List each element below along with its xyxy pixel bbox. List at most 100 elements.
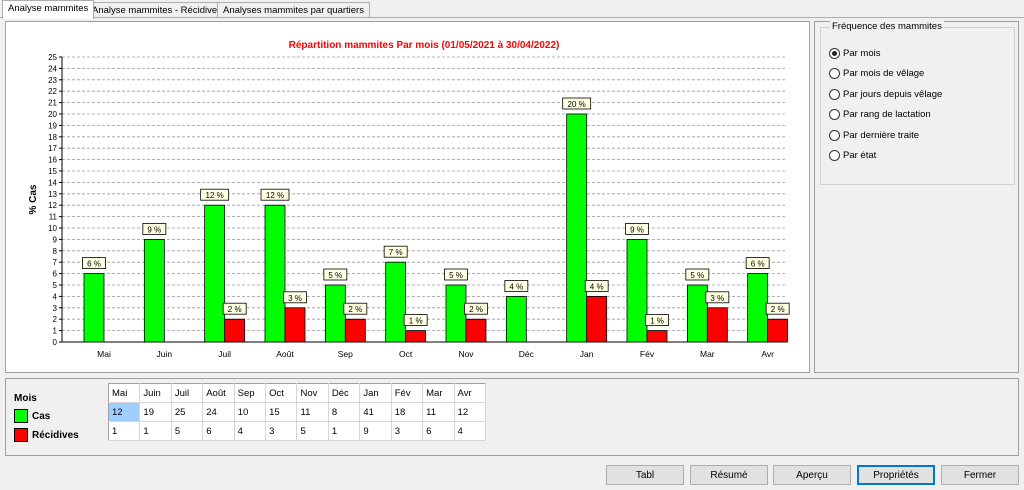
grid-cell[interactable]: 11 [296,402,329,422]
radio-par-mois[interactable]: Par mois [829,46,880,60]
y-tick-label: 8 [53,247,58,256]
tab-analyse-mammites-recidive[interactable]: Analyse mammites - Récidive [86,2,224,18]
grid-header-cell[interactable]: Août [202,383,235,403]
y-tick-label: 11 [49,213,58,222]
grid-row-cas: 12 19 25 24 10 15 11 8 41 18 11 12 [108,402,487,422]
bar-recidives [224,318,246,343]
y-tick-label: 3 [53,304,58,313]
grid-cell[interactable]: 6 [422,421,455,441]
y-tick-label: 9 [53,235,58,244]
grid-cell[interactable]: 18 [391,402,424,422]
grid-header-cell[interactable]: Juil [171,383,204,403]
proprietes-button[interactable]: Propriétés [857,465,935,485]
grid-cell[interactable]: 41 [359,402,392,422]
frequency-panel: Fréquence des mammites Par mois Par mois… [814,21,1019,373]
grid-header-cell[interactable]: Oct [265,383,298,403]
grid-cell[interactable]: 4 [454,421,487,441]
bar-cas [143,238,165,343]
data-label-box [504,279,529,292]
tabl-button[interactable]: Tabl [606,465,684,485]
grid-header-cell[interactable]: Sep [234,383,267,403]
frequency-groupbox: Fréquence des mammites Par mois Par mois… [820,21,1015,185]
radio-par-etat[interactable]: Par état [829,148,876,162]
tab-panel [0,17,1024,457]
radio-label: Par rang de lactation [843,108,931,120]
grid-cell[interactable]: 12 [454,402,487,422]
fermer-button[interactable]: Fermer [941,465,1019,485]
data-label: 2 % [771,305,785,314]
data-label-box [625,222,649,235]
grid-cell[interactable]: 5 [171,421,204,441]
grid-header-cell[interactable]: Mai [108,383,141,403]
data-label: 20 % [568,100,586,109]
grid-row-recidives: 1 1 5 6 4 3 5 1 9 3 6 4 [108,421,487,441]
grid-cell[interactable]: 25 [171,402,204,422]
grid-cell[interactable]: 1 [139,421,172,441]
grid-cell[interactable]: 9 [359,421,392,441]
grid-cell[interactable]: 1 [108,421,141,441]
data-label-box [745,257,770,270]
data-label: 2 % [469,305,483,314]
grid-cell[interactable]: 15 [265,402,298,422]
data-label: 7 % [389,248,403,257]
grid-cell[interactable]: 10 [234,402,267,422]
bar-recidives [344,318,366,343]
grid-header-cell[interactable]: Déc [328,383,361,403]
radio-par-jours-depuis-velage[interactable]: Par jours depuis vêlage [829,87,942,101]
data-label-box [222,302,247,315]
grid-cell[interactable]: 4 [234,421,267,441]
data-label: 5 % [328,271,342,280]
x-tick-label: Sep [338,349,353,359]
grid-header-cell[interactable]: Fév [391,383,424,403]
data-label-box [765,302,790,315]
tab-analyses-mammites-par-quartiers[interactable]: Analyses mammites par quartiers [217,2,370,18]
grid-header-cell[interactable]: Avr [454,383,487,403]
grid-header-row: Mai Juin Juil Août Sep Oct Nov Déc Jan F… [108,383,487,403]
grid-cell[interactable]: 24 [202,402,235,422]
data-label: 9 % [630,225,644,234]
resume-button[interactable]: Résumé [690,465,768,485]
y-tick-label: 7 [53,258,58,267]
grid-cell[interactable]: 6 [202,421,235,441]
y-tick-label: 25 [48,53,57,62]
apercu-button[interactable]: Aperçu [773,465,851,485]
x-tick-label: Jan [580,349,594,359]
grid-cell[interactable]: 5 [296,421,329,441]
grid-header-cell[interactable]: Mar [422,383,455,403]
y-tick-label: 2 [53,315,58,324]
grid-cell-selected[interactable]: 12 [108,402,141,422]
grid-header-cell[interactable]: Juin [139,383,172,403]
grid-cell[interactable]: 8 [328,402,361,422]
y-tick-label: 24 [48,64,57,73]
data-label: 5 % [449,271,463,280]
grid-cell[interactable]: 3 [391,421,424,441]
radio-par-derniere-traite[interactable]: Par dernière traite [829,128,919,142]
bar-cas [747,273,769,343]
grid-cell[interactable]: 1 [328,421,361,441]
bar-cas [686,284,708,343]
bar-cas [264,204,286,343]
grid-cell[interactable]: 19 [139,402,172,422]
grid-header-cell[interactable]: Jan [359,383,392,403]
bar-cas [385,261,407,343]
data-label-box [82,257,106,270]
radio-par-mois-de-velage[interactable]: Par mois de vêlage [829,66,924,80]
tab-analyse-mammites[interactable]: Analyse mammites [2,0,95,19]
grid-cell[interactable]: 3 [265,421,298,441]
data-label-box [645,314,669,327]
grid-header-cell[interactable]: Nov [296,383,329,403]
bar-recidives [646,330,668,343]
legend-item-cas: Cas [14,409,50,423]
legend-swatch-red [14,428,28,442]
radio-par-rang-de-lactation[interactable]: Par rang de lactation [829,107,931,121]
bar-recidives [405,330,427,343]
data-label: 6 % [751,260,765,269]
bar-cas [445,284,467,343]
radio-label: Par état [843,149,877,161]
x-tick-label: Juil [218,349,231,359]
grid-cell[interactable]: 11 [422,402,455,422]
radio-label: Par mois de vêlage [843,67,925,79]
data-grid[interactable]: Mai Juin Juil Août Sep Oct Nov Déc Jan F… [108,383,487,441]
data-label-box [685,268,710,281]
x-tick-label: Mai [97,349,111,359]
